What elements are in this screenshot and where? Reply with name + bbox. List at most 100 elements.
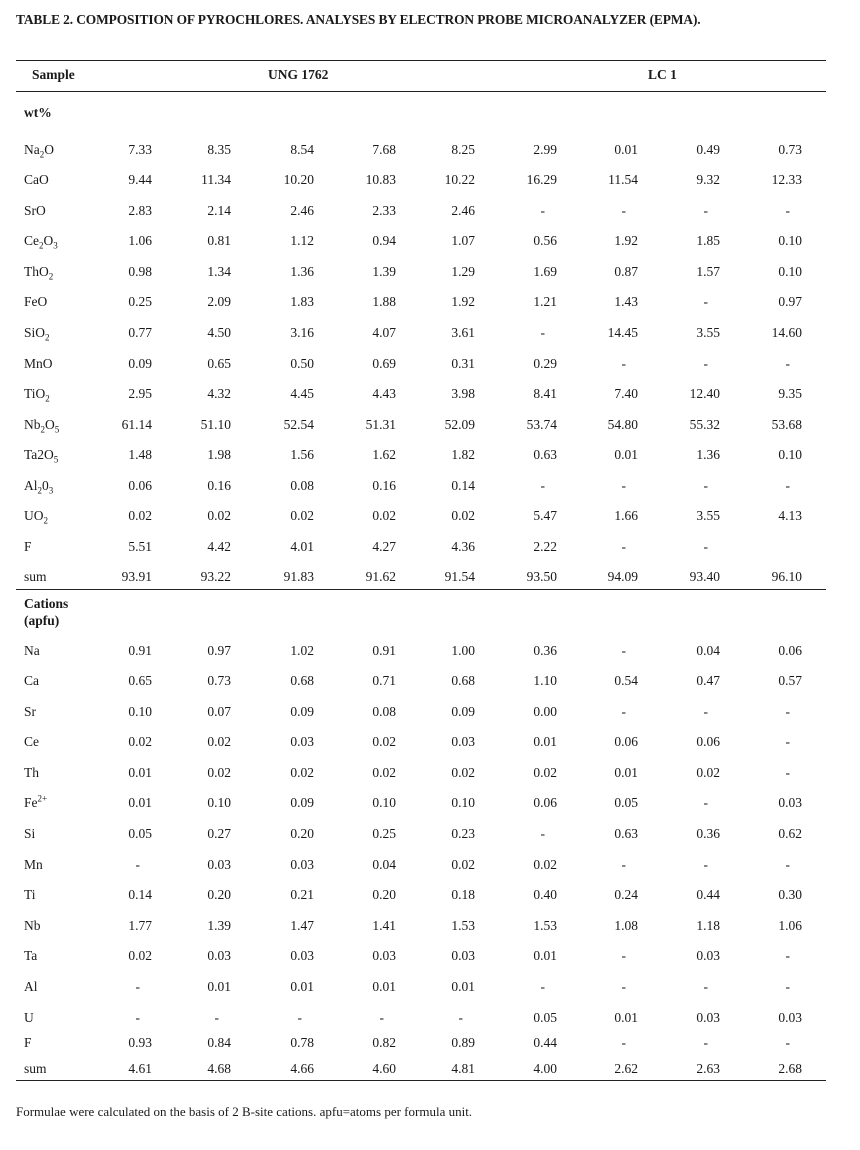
table-cell: - bbox=[621, 857, 627, 872]
table-cell: - bbox=[703, 704, 709, 719]
table-row: sum 4.61 4.68 4.66 4.60 4.81 4.00 2.62 2.63 2.68 bbox=[0, 1061, 860, 1079]
table-cell: 7.68 bbox=[372, 142, 396, 157]
row-label-part: O bbox=[44, 142, 54, 157]
table-cell: 0.03 bbox=[207, 948, 231, 963]
table-row: FeO 0.25 2.09 1.83 1.88 1.92 1.21 1.43 - 0.97 bbox=[0, 294, 860, 312]
header-ung-1762: UNG 1762 bbox=[268, 67, 329, 82]
table-row: Nb2O5 61.14 51.10 52.54 51.31 52.09 53.74 54.80… bbox=[0, 417, 860, 435]
row-label-part: Ti bbox=[24, 887, 36, 902]
table-cell: 8.35 bbox=[207, 142, 231, 157]
table-cell: 0.91 bbox=[372, 643, 396, 658]
row-label-part: 2 bbox=[39, 240, 44, 251]
table-cell: 1.47 bbox=[290, 918, 314, 933]
row-label-part: 5 bbox=[53, 454, 59, 465]
table-cell: 14.60 bbox=[771, 325, 802, 340]
table-cell: 1.00 bbox=[451, 643, 475, 658]
table-cell: 1.92 bbox=[614, 233, 638, 248]
table-cell: - bbox=[621, 356, 627, 371]
table-cell: 2.22 bbox=[533, 539, 557, 554]
row-label: Al203 bbox=[24, 478, 53, 495]
table-cell: 0.27 bbox=[207, 826, 231, 841]
table-cell: 0.44 bbox=[696, 887, 720, 902]
table-cell: 0.10 bbox=[128, 704, 152, 719]
table-cell: 0.01 bbox=[614, 142, 638, 157]
table-cell: 0.03 bbox=[451, 734, 475, 749]
table-cell: 1.39 bbox=[372, 264, 396, 279]
table-cell: - bbox=[621, 948, 627, 963]
row-label-part: Na bbox=[24, 643, 40, 658]
table-cell: 0.03 bbox=[696, 948, 720, 963]
table-cell: 0.02 bbox=[451, 765, 475, 780]
table-cell: 1.36 bbox=[696, 447, 720, 462]
table-cell: - bbox=[297, 1010, 303, 1025]
table-cell: 0.03 bbox=[696, 1010, 720, 1025]
table-cell: 52.09 bbox=[444, 417, 475, 432]
table-cell: 0.08 bbox=[290, 478, 314, 493]
table-cell: 0.02 bbox=[533, 765, 557, 780]
table-cell: 0.03 bbox=[778, 795, 802, 810]
table-cell: 4.60 bbox=[372, 1061, 396, 1076]
row-label-part: SrO bbox=[24, 203, 46, 218]
table-cell: 10.83 bbox=[365, 172, 396, 187]
table-cell: 94.09 bbox=[607, 569, 638, 584]
table-cell: 12.40 bbox=[689, 386, 720, 401]
table-cell: 0.04 bbox=[372, 857, 396, 872]
table-cell: 2.95 bbox=[128, 386, 152, 401]
row-label-part: UO bbox=[24, 508, 44, 523]
table-cell: - bbox=[703, 979, 709, 994]
table-cell: 0.01 bbox=[614, 447, 638, 462]
table-cell: - bbox=[785, 704, 791, 719]
table-cell: 8.25 bbox=[451, 142, 475, 157]
table-cell: - bbox=[785, 734, 791, 749]
table-cell: 4.32 bbox=[207, 386, 231, 401]
table-cell: 10.22 bbox=[444, 172, 475, 187]
table-cell: 91.62 bbox=[365, 569, 396, 584]
row-label: ThO2 bbox=[24, 264, 53, 281]
table-cell: 0.02 bbox=[372, 765, 396, 780]
table-cell: 3.98 bbox=[451, 386, 475, 401]
table-cell: 1.06 bbox=[128, 233, 152, 248]
table-cell: 0.91 bbox=[128, 643, 152, 658]
table-cell: - bbox=[703, 294, 709, 309]
table-cell: 0.02 bbox=[451, 857, 475, 872]
table-row: ThO2 0.98 1.34 1.36 1.39 1.29 1.69 0.87 1.57 0.10 bbox=[0, 264, 860, 282]
table-cell: 4.68 bbox=[207, 1061, 231, 1076]
row-label-part: Ca bbox=[24, 673, 39, 688]
row-label-part: Ce bbox=[24, 734, 39, 749]
table-cell: 0.68 bbox=[451, 673, 475, 688]
table-cell: 1.39 bbox=[207, 918, 231, 933]
table-row: SiO2 0.77 4.50 3.16 4.07 3.61 - 14.45 3.55 14.60 bbox=[0, 325, 860, 343]
row-label-part: MnO bbox=[24, 356, 53, 371]
table-cell: 1.06 bbox=[778, 918, 802, 933]
table-cell: 4.81 bbox=[451, 1061, 475, 1076]
row-label-part: ThO bbox=[24, 264, 49, 279]
table-cell: 0.02 bbox=[128, 734, 152, 749]
table-cell: 8.54 bbox=[290, 142, 314, 157]
table-cell: 1.34 bbox=[207, 264, 231, 279]
table-row: MnO 0.09 0.65 0.50 0.69 0.31 0.29 - - - bbox=[0, 356, 860, 374]
table-cell: 1.36 bbox=[290, 264, 314, 279]
table-cell: 0.07 bbox=[207, 704, 231, 719]
table-cell: - bbox=[379, 1010, 385, 1025]
row-label-part: sum bbox=[24, 569, 47, 584]
table-cell: 0.05 bbox=[533, 1010, 557, 1025]
table-cell: 93.22 bbox=[200, 569, 231, 584]
table-cell: 0.89 bbox=[451, 1035, 475, 1050]
table-cell: 7.33 bbox=[128, 142, 152, 157]
row-label-part: 0 bbox=[42, 478, 49, 493]
table-cell: 0.02 bbox=[207, 765, 231, 780]
table-row: Na2O 7.33 8.35 8.54 7.68 8.25 2.99 0.01 0.49 0.73 bbox=[0, 142, 860, 160]
row-label-part: Ce bbox=[24, 233, 39, 248]
table-cell: - bbox=[621, 643, 627, 658]
table-cell: 1.88 bbox=[372, 294, 396, 309]
row-label-part: Ta2O bbox=[24, 447, 54, 462]
row-label-part: Nb bbox=[24, 417, 41, 432]
table-cell: 2.46 bbox=[451, 203, 475, 218]
row-label: Fe2+ bbox=[24, 794, 47, 811]
table-cell: 4.00 bbox=[533, 1061, 557, 1076]
footnote: Formulae were calculated on the basis of… bbox=[16, 1104, 473, 1119]
row-label-part: Mn bbox=[24, 857, 43, 872]
table-row: Ti 0.14 0.20 0.21 0.20 0.18 0.40 0.24 0.44 0.30 bbox=[0, 887, 860, 905]
table-cell: 0.01 bbox=[533, 948, 557, 963]
table-cell: - bbox=[135, 857, 141, 872]
